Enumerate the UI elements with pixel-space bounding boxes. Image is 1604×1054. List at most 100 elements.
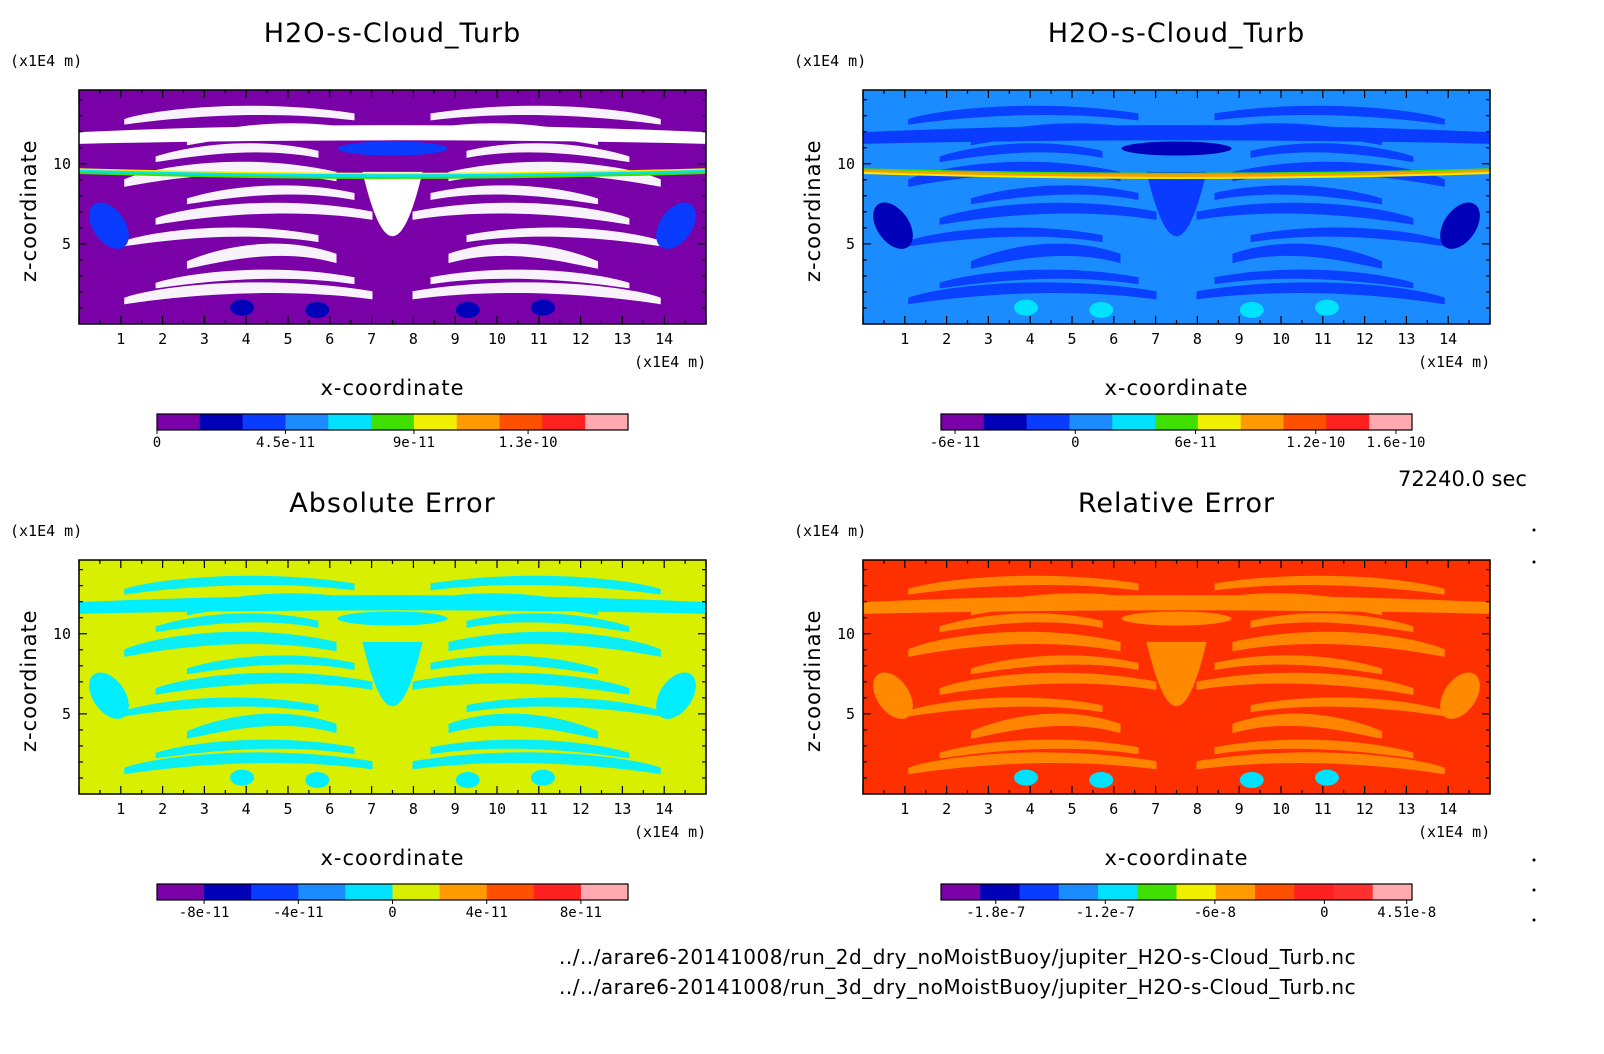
contour-fields — [863, 575, 1490, 788]
x-unit-label: (x1E4 m) — [1418, 353, 1491, 371]
x-tick-label: 9 — [450, 330, 460, 348]
y-axis-label: z-coordinate — [801, 609, 825, 752]
x-tick-label: 8 — [1192, 330, 1202, 348]
footer-file-path-1: ../../arare6-20141008/run_2d_dry_noMoist… — [559, 945, 1357, 969]
x-tick-label: 12 — [571, 800, 590, 818]
x-tick-label: 3 — [983, 800, 993, 818]
x-tick-label: 2 — [158, 800, 168, 818]
colorbar-tick-label: 1.3e-10 — [498, 435, 558, 451]
x-tick-label: 10 — [487, 800, 507, 818]
x-tick-label: 5 — [1067, 800, 1077, 818]
colorbar — [156, 883, 629, 904]
colorbar-swatch — [1372, 884, 1413, 900]
colorbar-swatch — [941, 884, 981, 900]
x-unit-label: (x1E4 m) — [634, 823, 707, 841]
contour-plot-area — [862, 559, 1491, 795]
x-tick-label: 8 — [1192, 800, 1202, 818]
x-tick-label: 11 — [529, 330, 548, 348]
contour-fields — [862, 105, 1491, 318]
x-tick-label: 9 — [450, 800, 460, 818]
colorbar-tick-label: -1.8e-7 — [966, 905, 1026, 921]
contour-fields — [79, 575, 706, 788]
x-tick-label: 10 — [1271, 330, 1291, 348]
colorbar-swatch — [392, 884, 441, 900]
x-tick-label: 6 — [1109, 330, 1119, 348]
colorbar-swatch — [1112, 414, 1156, 430]
y-unit-label: (x1E4 m) — [10, 522, 83, 540]
panel-absolute-error: Absolute Error (x1E4 m) (x1E4 m) x-coordina… — [0, 470, 760, 940]
x-tick-label: 4 — [1025, 800, 1035, 818]
colorbar-tick-label: -6e-8 — [1193, 905, 1236, 921]
y-tick-label: 5 — [61, 234, 71, 253]
colorbar-swatch — [456, 414, 501, 430]
x-tick-label: 5 — [283, 330, 293, 348]
colorbar-swatch — [1255, 884, 1295, 900]
contour-plot-area — [78, 89, 707, 325]
y-axis-label: z-coordinate — [801, 139, 825, 282]
x-tick-label: 1 — [116, 800, 126, 818]
x-tick-label: 13 — [613, 330, 632, 348]
chart-title: H2O-s-Cloud_Turb — [263, 18, 522, 49]
decorative-dots — [1532, 528, 1536, 922]
x-tick-label: 14 — [655, 330, 674, 348]
colorbar-swatch — [1326, 414, 1370, 430]
panel-cloud-2d: H2O-s-Cloud_Turb (x1E4 m) (x1E4 m) x-coordi… — [0, 0, 760, 470]
x-tick-label: 4 — [1025, 330, 1035, 348]
colorbar-swatch — [486, 884, 535, 900]
colorbar-swatch — [1176, 884, 1217, 900]
colorbar — [940, 883, 1413, 904]
x-tick-label: 4 — [241, 800, 251, 818]
y-tick-label: 5 — [845, 704, 855, 723]
x-axis-label: x-coordinate — [1104, 376, 1249, 400]
colorbar-swatch — [1294, 884, 1334, 900]
x-tick-label: 8 — [408, 330, 418, 348]
x-tick-label: 12 — [571, 330, 590, 348]
colorbar-tick-label: -4e-11 — [273, 905, 324, 921]
x-tick-label: 4 — [241, 330, 251, 348]
axis-ticks — [78, 560, 707, 794]
colorbar-swatch — [1098, 884, 1138, 900]
x-tick-label: 11 — [1313, 800, 1332, 818]
x-tick-label: 13 — [1397, 330, 1416, 348]
colorbar-swatch — [1155, 414, 1199, 430]
colorbar-swatch — [251, 884, 299, 900]
colorbar-swatch — [499, 414, 543, 430]
x-tick-label: 13 — [1397, 800, 1416, 818]
x-tick-label: 7 — [367, 800, 377, 818]
x-tick-label: 11 — [529, 800, 548, 818]
colorbar-tick-label: 1.6e-10 — [1366, 435, 1426, 451]
colorbar-tick-label: 0 — [152, 435, 162, 451]
colorbar-swatch — [1019, 884, 1060, 900]
contour-plot-area — [78, 559, 707, 795]
x-tick-label: 9 — [1234, 800, 1244, 818]
colorbar-swatch — [242, 414, 286, 430]
x-axis-label: x-coordinate — [1104, 846, 1249, 870]
colorbar-swatch — [285, 414, 329, 430]
x-tick-label: 12 — [1355, 800, 1374, 818]
colorbar-swatch — [1137, 884, 1177, 900]
colorbar-swatch — [1026, 414, 1070, 430]
y-tick-label: 10 — [52, 154, 71, 173]
colorbar-tick-label: 4.5e-11 — [255, 435, 315, 451]
colorbar-swatch — [585, 414, 629, 430]
colorbar-swatch — [941, 414, 985, 430]
colorbar-swatch — [980, 884, 1020, 900]
colorbar-swatch — [1240, 414, 1285, 430]
x-tick-label: 5 — [283, 800, 293, 818]
x-tick-label: 11 — [1313, 330, 1332, 348]
x-tick-label: 1 — [900, 800, 910, 818]
colorbar-tick-label: 0 — [1320, 905, 1329, 921]
y-unit-label: (x1E4 m) — [10, 52, 83, 70]
colorbar-swatch — [1215, 884, 1256, 900]
x-tick-label: 2 — [942, 800, 952, 818]
colorbar-tick-label: -8e-11 — [178, 905, 230, 921]
colorbar-tick-label: 8e-11 — [559, 905, 602, 921]
x-tick-label: 6 — [325, 800, 335, 818]
panel-cloud-3d: H2O-s-Cloud_Turb (x1E4 m) (x1E4 m) x-coordi… — [784, 0, 1544, 470]
x-tick-label: 10 — [1271, 800, 1291, 818]
panel-relative-error: Relative Error (x1E4 m) (x1E4 m) x-coordina… — [784, 470, 1544, 940]
colorbar-swatch — [1333, 884, 1374, 900]
x-tick-label: 5 — [1067, 330, 1077, 348]
chart-title: Absolute Error — [289, 488, 496, 519]
x-tick-label: 9 — [1234, 330, 1244, 348]
